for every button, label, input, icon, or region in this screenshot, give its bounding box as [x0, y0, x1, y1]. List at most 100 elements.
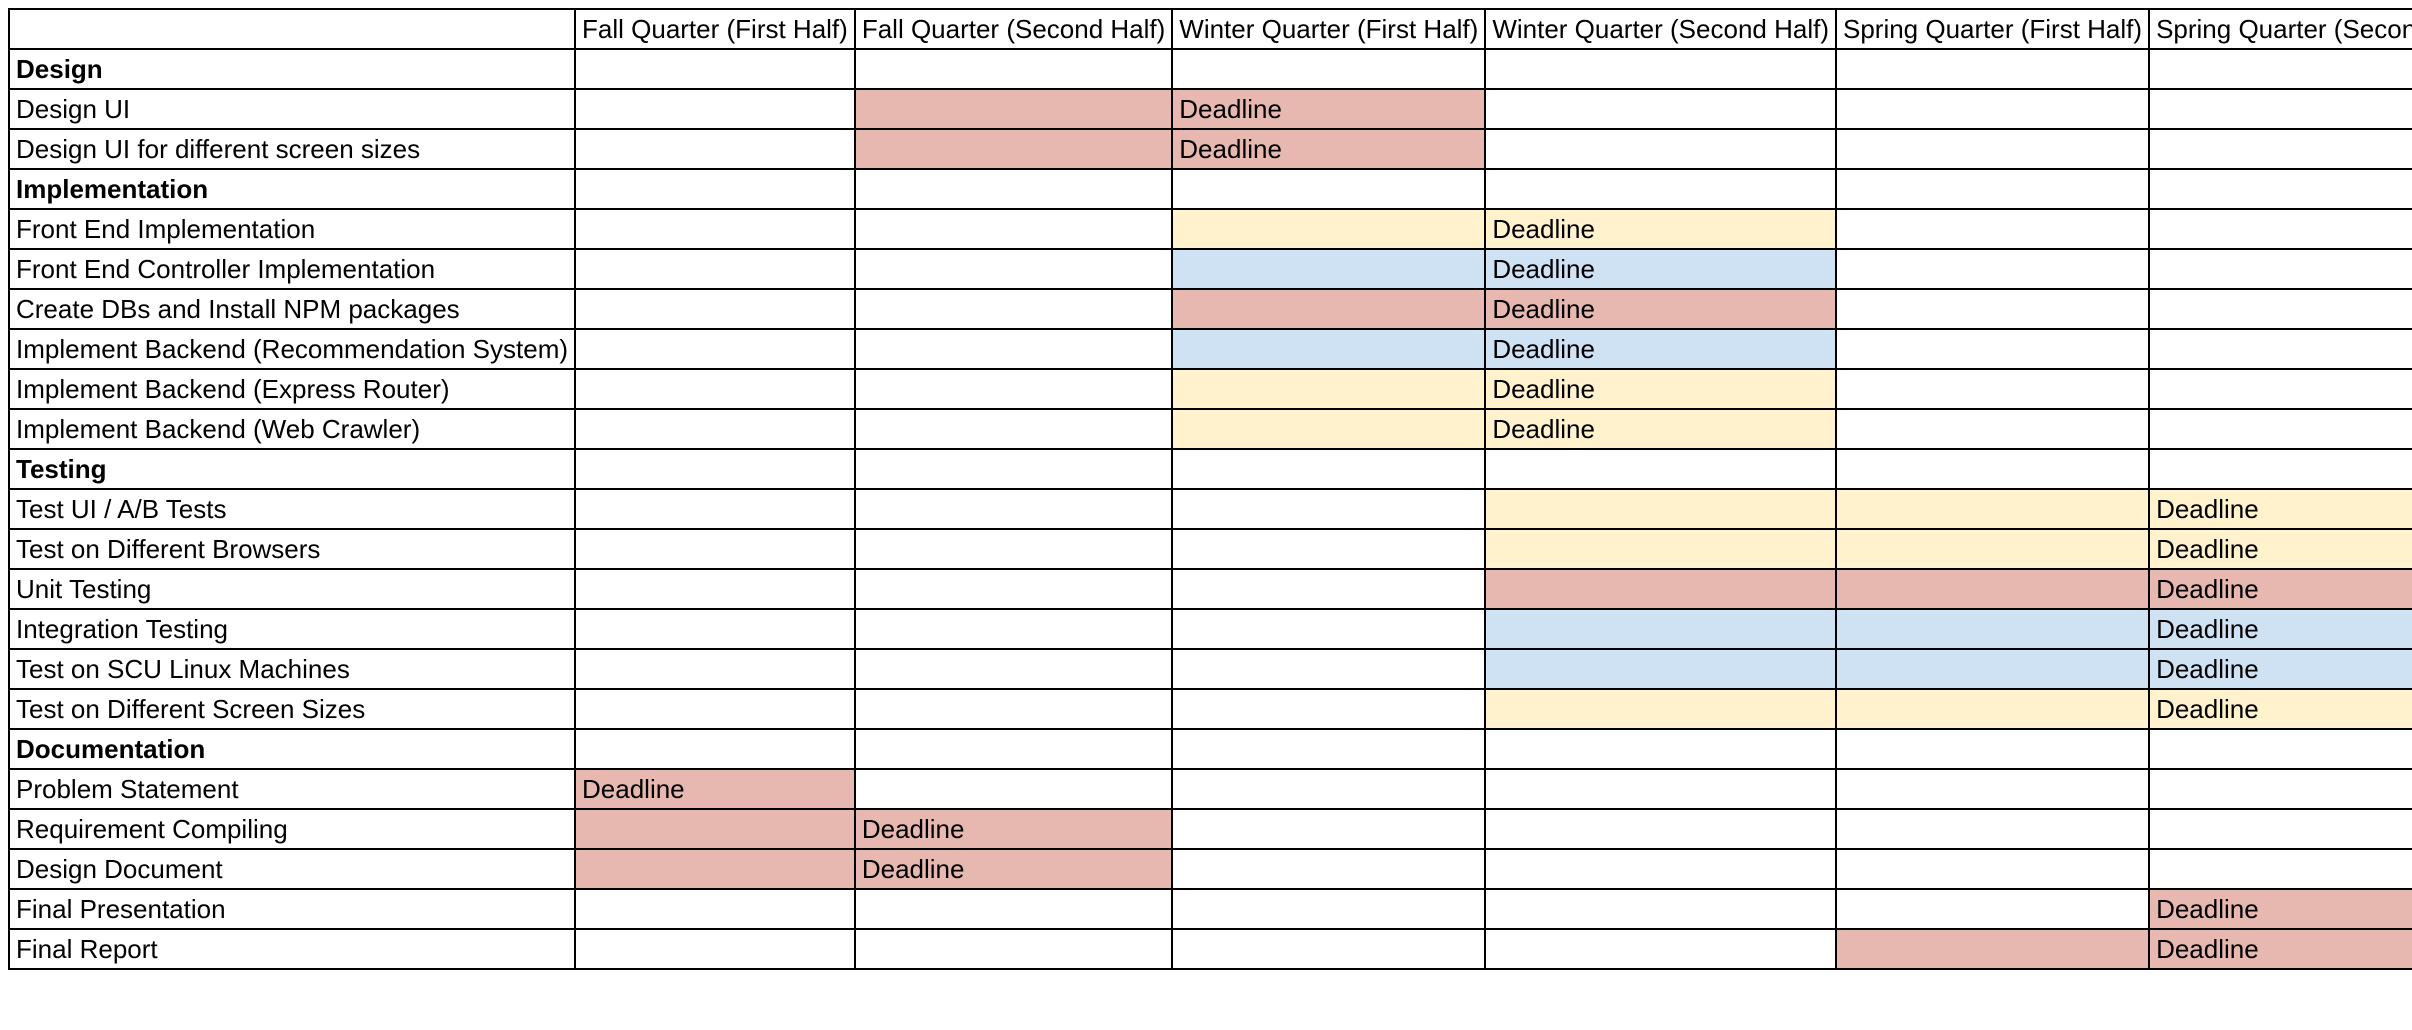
empty-cell[interactable]	[1484, 128, 1837, 170]
empty-cell[interactable]	[1484, 728, 1837, 770]
empty-cell[interactable]	[1171, 48, 1487, 90]
scheduled-cell[interactable]	[574, 808, 856, 850]
empty-cell[interactable]	[574, 208, 856, 250]
task-label-cell[interactable]: Final Report	[7, 928, 577, 970]
column-header[interactable]: Spring Quarter (Second Half)	[2148, 8, 2412, 50]
task-label-cell[interactable]: Front End Controller Implementation	[7, 248, 577, 290]
empty-cell[interactable]	[574, 888, 856, 930]
task-label-cell[interactable]: Test UI / A/B Tests	[7, 488, 577, 530]
empty-cell[interactable]	[1834, 848, 2151, 890]
scheduled-cell[interactable]	[1171, 408, 1487, 450]
empty-cell[interactable]	[853, 248, 1174, 290]
task-label-cell[interactable]: Test on SCU Linux Machines	[7, 648, 577, 690]
empty-cell[interactable]	[2148, 448, 2412, 490]
section-label-cell[interactable]: Testing	[7, 448, 577, 490]
deadline-cell[interactable]: Deadline	[1484, 368, 1837, 410]
column-header[interactable]: Spring Quarter (First Half)	[1834, 8, 2151, 50]
empty-cell[interactable]	[574, 608, 856, 650]
empty-cell[interactable]	[1484, 48, 1837, 90]
deadline-cell[interactable]: Deadline	[2148, 608, 2412, 650]
empty-cell[interactable]	[2148, 408, 2412, 450]
column-header[interactable]: Fall Quarter (First Half)	[574, 8, 856, 50]
empty-cell[interactable]	[1834, 88, 2151, 130]
task-label-cell[interactable]: Requirement Compiling	[7, 808, 577, 850]
section-label-cell[interactable]: Documentation	[7, 728, 577, 770]
scheduled-cell[interactable]	[853, 128, 1174, 170]
empty-cell[interactable]	[1834, 368, 2151, 410]
deadline-cell[interactable]: Deadline	[2148, 888, 2412, 930]
empty-cell[interactable]	[1171, 888, 1487, 930]
empty-cell[interactable]	[1171, 448, 1487, 490]
empty-cell[interactable]	[1834, 48, 2151, 90]
empty-cell[interactable]	[1834, 128, 2151, 170]
scheduled-cell[interactable]	[1834, 528, 2151, 570]
empty-cell[interactable]	[1171, 168, 1487, 210]
scheduled-cell[interactable]	[1834, 688, 2151, 730]
empty-cell[interactable]	[1484, 88, 1837, 130]
deadline-cell[interactable]: Deadline	[2148, 648, 2412, 690]
empty-cell[interactable]	[2148, 368, 2412, 410]
empty-cell[interactable]	[574, 568, 856, 610]
empty-cell[interactable]	[853, 648, 1174, 690]
empty-cell[interactable]	[574, 408, 856, 450]
empty-cell[interactable]	[1171, 608, 1487, 650]
empty-cell[interactable]	[853, 448, 1174, 490]
deadline-cell[interactable]: Deadline	[1484, 288, 1837, 330]
empty-cell[interactable]	[574, 648, 856, 690]
scheduled-cell[interactable]	[1484, 528, 1837, 570]
empty-cell[interactable]	[2148, 128, 2412, 170]
task-label-cell[interactable]: Design UI	[7, 88, 577, 130]
deadline-cell[interactable]: Deadline	[2148, 928, 2412, 970]
task-label-cell[interactable]: Implement Backend (Web Crawler)	[7, 408, 577, 450]
empty-cell[interactable]	[1484, 168, 1837, 210]
empty-cell[interactable]	[1171, 488, 1487, 530]
empty-cell[interactable]	[574, 248, 856, 290]
empty-cell[interactable]	[1484, 928, 1837, 970]
column-header[interactable]: Winter Quarter (First Half)	[1171, 8, 1487, 50]
scheduled-cell[interactable]	[1484, 688, 1837, 730]
empty-cell[interactable]	[853, 368, 1174, 410]
empty-cell[interactable]	[574, 48, 856, 90]
empty-cell[interactable]	[2148, 848, 2412, 890]
empty-cell[interactable]	[574, 328, 856, 370]
empty-cell[interactable]	[574, 928, 856, 970]
deadline-cell[interactable]: Deadline	[1484, 248, 1837, 290]
deadline-cell[interactable]: Deadline	[1484, 328, 1837, 370]
empty-cell[interactable]	[1484, 848, 1837, 890]
deadline-cell[interactable]: Deadline	[2148, 528, 2412, 570]
empty-cell[interactable]	[853, 568, 1174, 610]
scheduled-cell[interactable]	[853, 88, 1174, 130]
section-label-cell[interactable]: Design	[7, 48, 577, 90]
scheduled-cell[interactable]	[1834, 488, 2151, 530]
scheduled-cell[interactable]	[1834, 648, 2151, 690]
empty-cell[interactable]	[1834, 888, 2151, 930]
task-label-cell[interactable]: Front End Implementation	[7, 208, 577, 250]
empty-cell[interactable]	[1171, 528, 1487, 570]
header-corner-cell[interactable]	[7, 8, 577, 50]
empty-cell[interactable]	[1834, 408, 2151, 450]
empty-cell[interactable]	[1171, 848, 1487, 890]
empty-cell[interactable]	[574, 728, 856, 770]
empty-cell[interactable]	[2148, 808, 2412, 850]
deadline-cell[interactable]: Deadline	[853, 848, 1174, 890]
deadline-cell[interactable]: Deadline	[1171, 88, 1487, 130]
empty-cell[interactable]	[574, 488, 856, 530]
empty-cell[interactable]	[574, 368, 856, 410]
task-label-cell[interactable]: Implement Backend (Express Router)	[7, 368, 577, 410]
empty-cell[interactable]	[853, 888, 1174, 930]
empty-cell[interactable]	[853, 688, 1174, 730]
empty-cell[interactable]	[1171, 808, 1487, 850]
task-label-cell[interactable]: Test on Different Browsers	[7, 528, 577, 570]
empty-cell[interactable]	[574, 688, 856, 730]
empty-cell[interactable]	[853, 408, 1174, 450]
empty-cell[interactable]	[853, 328, 1174, 370]
scheduled-cell[interactable]	[574, 848, 856, 890]
empty-cell[interactable]	[574, 88, 856, 130]
empty-cell[interactable]	[2148, 208, 2412, 250]
deadline-cell[interactable]: Deadline	[1484, 408, 1837, 450]
empty-cell[interactable]	[574, 448, 856, 490]
empty-cell[interactable]	[2148, 728, 2412, 770]
empty-cell[interactable]	[2148, 48, 2412, 90]
scheduled-cell[interactable]	[1484, 488, 1837, 530]
empty-cell[interactable]	[1171, 768, 1487, 810]
